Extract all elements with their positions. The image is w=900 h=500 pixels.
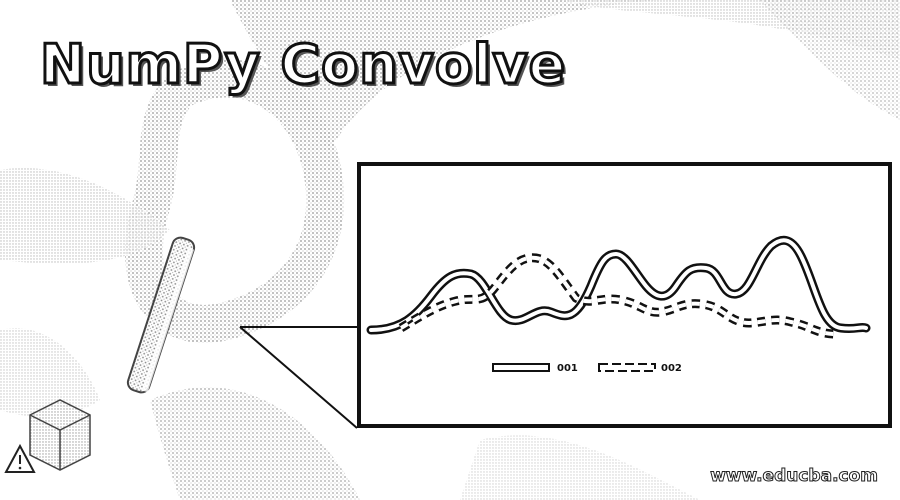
legend-item-002: 002	[599, 363, 682, 374]
page-title: NumPy Convolve	[40, 38, 566, 92]
legend-label-001: 001	[557, 363, 578, 374]
legend-label-002: 002	[661, 363, 682, 374]
watermark: www.educba.com	[710, 466, 878, 486]
series-001-line	[371, 240, 866, 330]
wave-chart: 001 002	[361, 166, 888, 424]
legend-item-001: 001	[493, 363, 578, 374]
cube-icon	[30, 400, 90, 470]
legend: 001 002	[493, 363, 682, 374]
chart-panel: 001 002	[357, 162, 892, 428]
